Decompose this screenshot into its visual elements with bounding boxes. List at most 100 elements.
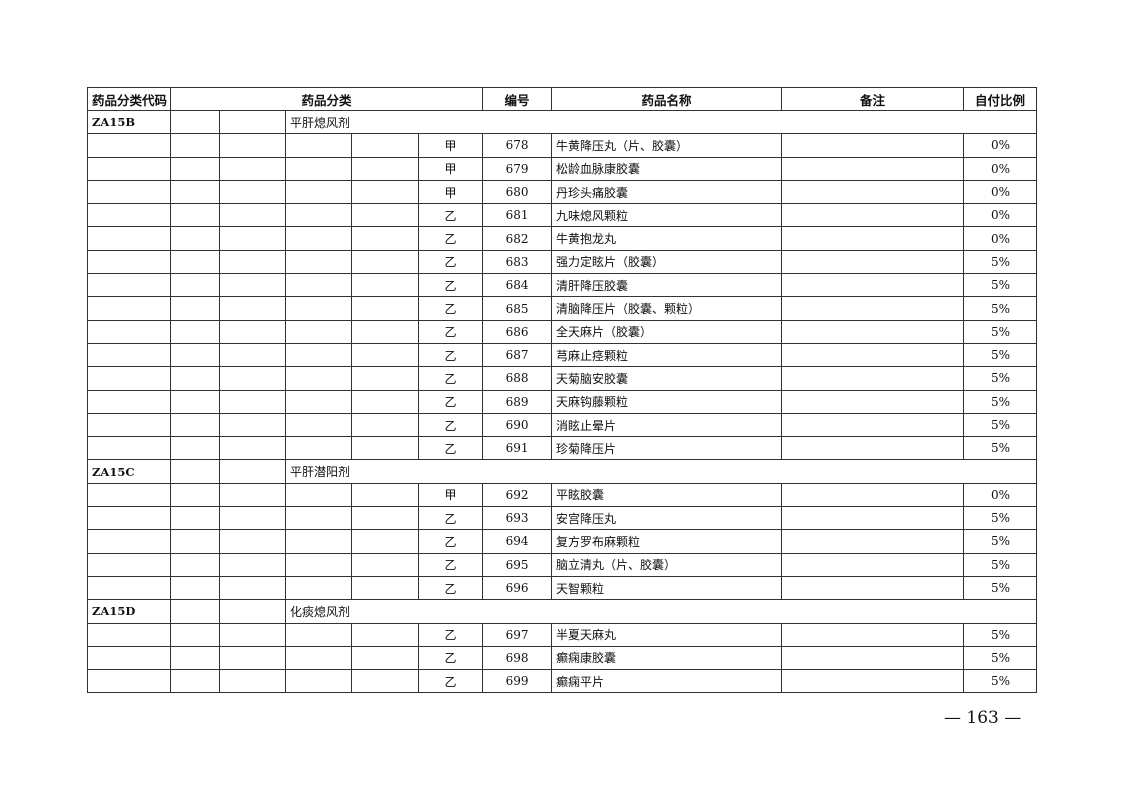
empty-cell [87, 669, 171, 694]
group-category: 化痰熄风剂 [284, 599, 1038, 624]
ratio-cell: 5% [963, 249, 1038, 275]
remark-cell [781, 249, 965, 275]
remark-cell [781, 273, 965, 298]
empty-cell [351, 575, 419, 601]
empty-cell [170, 412, 220, 438]
grade-cell: 乙 [417, 622, 484, 647]
remark-cell [781, 133, 965, 158]
empty-cell [219, 575, 286, 601]
number-cell: 689 [482, 389, 553, 414]
number-cell: 678 [482, 133, 553, 158]
empty-cell [285, 366, 352, 391]
number-cell: 686 [482, 319, 553, 344]
empty-cell [87, 342, 171, 368]
grade-cell: 乙 [417, 436, 484, 461]
empty-cell [87, 319, 171, 344]
header-row: 药品分类代码 药品分类 编号 药品名称 备注 自付比例 [87, 87, 1038, 111]
ratio-cell: 0% [963, 482, 1038, 508]
empty-cell [351, 249, 419, 275]
name-cell: 九味熄风颗粒 [551, 203, 783, 228]
empty-cell [87, 296, 171, 321]
ratio-cell: 0% [963, 226, 1038, 251]
empty-cell [87, 622, 171, 647]
name-cell: 天麻钩藤颗粒 [551, 389, 783, 414]
empty-cell [170, 156, 220, 181]
empty-cell [87, 226, 171, 251]
table-row: 乙 686 全天麻片（胶囊） 5% [87, 319, 1038, 344]
empty-cell [170, 669, 220, 694]
name-cell: 松龄血脉康胶囊 [551, 156, 783, 181]
name-cell: 清脑降压片（胶囊、颗粒） [551, 296, 783, 321]
grade-cell: 乙 [417, 669, 484, 694]
empty-cell [219, 296, 286, 321]
name-cell: 平眩胶囊 [551, 482, 783, 508]
empty-cell [351, 156, 419, 181]
empty-cell [170, 273, 220, 298]
empty-cell [87, 273, 171, 298]
table-row: 乙 682 牛黄抱龙丸 0% [87, 226, 1038, 251]
empty-cell [351, 506, 419, 531]
empty-cell [351, 179, 419, 205]
empty-cell [170, 249, 220, 275]
table-row: 乙 694 复方罗布麻颗粒 5% [87, 529, 1038, 554]
table-row: 乙 698 癫痫康胶囊 5% [87, 645, 1038, 671]
grade-cell: 乙 [417, 226, 484, 251]
empty-cell [87, 133, 171, 158]
ratio-cell: 5% [963, 669, 1038, 694]
remark-cell [781, 342, 965, 368]
empty-cell [170, 459, 220, 484]
remark-cell [781, 506, 965, 531]
empty-cell [285, 133, 352, 158]
name-cell: 天智颗粒 [551, 575, 783, 601]
number-cell: 698 [482, 645, 553, 671]
empty-cell [285, 436, 352, 461]
table-row: 乙 689 天麻钩藤颗粒 5% [87, 389, 1038, 414]
number-cell: 696 [482, 575, 553, 601]
remark-cell [781, 575, 965, 601]
table-row: 乙 699 癫痫平片 5% [87, 669, 1038, 694]
name-cell: 安宫降压丸 [551, 506, 783, 531]
empty-cell [351, 669, 419, 694]
remark-cell [781, 436, 965, 461]
empty-cell [170, 296, 220, 321]
empty-cell [87, 412, 171, 438]
empty-cell [170, 179, 220, 205]
empty-cell [351, 342, 419, 368]
empty-cell [219, 436, 286, 461]
grade-cell: 乙 [417, 645, 484, 671]
remark-cell [781, 482, 965, 508]
empty-cell [219, 482, 286, 508]
empty-cell [219, 226, 286, 251]
header-code: 药品分类代码 [87, 87, 171, 111]
name-cell: 全天麻片（胶囊） [551, 319, 783, 344]
empty-cell [87, 552, 171, 577]
remark-cell [781, 645, 965, 671]
empty-cell [170, 599, 220, 624]
grade-cell: 乙 [417, 389, 484, 414]
empty-cell [219, 506, 286, 531]
header-number: 编号 [482, 87, 553, 111]
empty-cell [170, 529, 220, 554]
remark-cell [781, 622, 965, 647]
empty-cell [285, 622, 352, 647]
group-category: 平肝熄风剂 [284, 109, 1038, 135]
ratio-cell: 0% [963, 156, 1038, 181]
empty-cell [170, 203, 220, 228]
group-category: 平肝潜阳剂 [284, 459, 1038, 484]
ratio-cell: 5% [963, 645, 1038, 671]
grade-cell: 甲 [417, 156, 484, 181]
number-cell: 687 [482, 342, 553, 368]
empty-cell [351, 226, 419, 251]
empty-cell [285, 482, 352, 508]
ratio-cell: 0% [963, 133, 1038, 158]
remark-cell [781, 156, 965, 181]
name-cell: 天菊脑安胶囊 [551, 366, 783, 391]
drug-table: 药品分类代码 药品分类 编号 药品名称 备注 自付比例 ZA15B 平肝熄风剂 … [87, 87, 1038, 694]
empty-cell [87, 249, 171, 275]
ratio-cell: 5% [963, 273, 1038, 298]
empty-cell [170, 506, 220, 531]
ratio-cell: 5% [963, 366, 1038, 391]
name-cell: 珍菊降压片 [551, 436, 783, 461]
empty-cell [351, 273, 419, 298]
name-cell: 复方罗布麻颗粒 [551, 529, 783, 554]
